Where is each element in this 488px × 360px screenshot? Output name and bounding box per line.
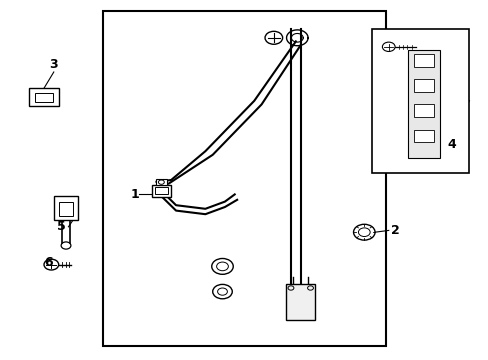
Text: 5: 5	[57, 220, 66, 233]
Bar	[413, 79, 433, 92]
Bar	[54, 196, 78, 220]
Bar	[155, 179, 167, 185]
Bar	[371, 29, 468, 173]
Bar	[102, 11, 386, 346]
Bar	[407, 50, 439, 158]
Bar	[35, 93, 53, 102]
Bar	[155, 188, 167, 194]
Bar	[413, 54, 433, 67]
Bar	[151, 185, 171, 197]
Bar	[285, 284, 315, 320]
Bar	[59, 202, 73, 216]
Bar	[413, 130, 433, 142]
Text: 1: 1	[130, 188, 139, 201]
Bar	[413, 104, 433, 117]
Text: 2: 2	[390, 224, 399, 237]
Bar	[29, 88, 59, 106]
Text: 6: 6	[44, 256, 53, 269]
Text: 4: 4	[447, 138, 455, 150]
Text: 3: 3	[49, 58, 58, 71]
